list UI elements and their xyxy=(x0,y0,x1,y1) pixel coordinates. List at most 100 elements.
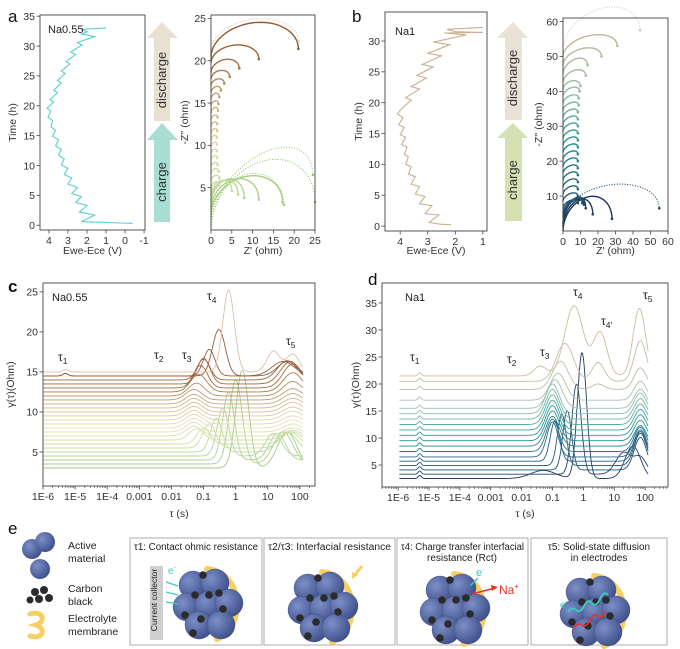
y-tick-label: 5 xyxy=(29,190,35,202)
drt-curve xyxy=(399,399,649,431)
plot-area xyxy=(210,17,317,231)
x-tick-label: 100 xyxy=(636,492,654,504)
legend-electrolyte-line2: membrane xyxy=(68,626,118,638)
nyquist-end-point xyxy=(576,166,580,170)
plot-area xyxy=(396,26,483,226)
nyquist-curve xyxy=(562,57,589,74)
carbon-black-particle xyxy=(606,612,614,620)
y-tick-label: 50 xyxy=(546,51,558,63)
panel-label-d: d xyxy=(368,270,377,289)
x-tick-label: 1 xyxy=(103,235,109,247)
nyquist-end-point xyxy=(215,136,219,140)
nyquist-end-point xyxy=(584,207,588,210)
nyquist-curve xyxy=(210,21,300,58)
x-tick-label: 1 xyxy=(580,492,586,504)
y-tick-label: 35 xyxy=(23,11,35,23)
nyquist-end-point xyxy=(638,28,642,32)
carbon-black-particle xyxy=(334,608,342,616)
x-axis-title: τ (s) xyxy=(515,508,534,520)
axes-frame xyxy=(210,14,316,231)
drt-curve xyxy=(43,372,304,393)
axes-frame xyxy=(42,282,316,487)
y-tick-label: 25 xyxy=(365,352,377,364)
y-tick-label: 20 xyxy=(365,379,377,391)
tau3-label-c: τ3 xyxy=(182,348,192,364)
nyquist-end-point xyxy=(215,149,219,153)
y-tick-label: 25 xyxy=(23,71,35,83)
panel-label-c: c xyxy=(8,277,17,296)
nyquist-end-point xyxy=(215,122,219,126)
carbon-black-particle xyxy=(444,620,452,628)
active-material-particle xyxy=(206,610,236,640)
drt-curve xyxy=(399,383,649,415)
carbon-black-particle xyxy=(191,591,199,599)
y-tick-label: 25 xyxy=(26,287,38,299)
tau1-label-d: τ1 xyxy=(410,350,420,366)
nyquist-end-point xyxy=(576,194,580,198)
nyquist-end-point xyxy=(228,75,232,79)
drt-curve xyxy=(399,383,649,475)
legend-carbon-line2: black xyxy=(68,596,93,608)
nyquist-curve xyxy=(210,174,220,181)
drt-curve xyxy=(43,413,304,425)
carbon-black-particle xyxy=(330,592,338,600)
nyquist-curve xyxy=(562,86,581,97)
drt-curve xyxy=(43,289,304,373)
carbon-black-particle xyxy=(436,634,444,642)
sodium-arrow-icon xyxy=(471,587,496,595)
x-tick-label: 0.01 xyxy=(511,492,532,504)
tau2-label-d: τ2 xyxy=(507,352,517,368)
sample-label: Na0.55 xyxy=(48,24,83,36)
nyquist-end-point xyxy=(576,201,580,205)
nyquist-curve xyxy=(210,175,284,215)
drt-curve xyxy=(399,379,649,409)
nyquist-curve xyxy=(210,106,219,114)
y-axis-title: -Z'' (ohm) xyxy=(179,100,191,144)
drt-curve xyxy=(399,420,649,462)
drt-curve xyxy=(43,428,304,441)
nyquist-end-point xyxy=(237,67,241,70)
charge-arrow-b: charge xyxy=(497,123,528,221)
plot-area xyxy=(43,289,304,469)
y-tick-label: 10 xyxy=(26,407,38,419)
carbon-black-particle xyxy=(189,629,197,637)
carbon-black-particle xyxy=(205,591,213,599)
tau3-label-d: τ3 xyxy=(540,345,550,361)
y-axis-title: γ(τ)(Ohm) xyxy=(350,362,362,408)
x-tick-label: 1E-5 xyxy=(418,492,440,504)
nyquist-curve xyxy=(562,157,579,167)
drt-curve xyxy=(399,340,649,382)
y-tick-label: 30 xyxy=(368,36,380,48)
x-tick-label: 2 xyxy=(452,236,458,248)
nyquist-curve xyxy=(562,33,618,57)
x-axis-title: Ewe-Ece (V) xyxy=(63,245,122,257)
box-title: τ5: Solid-state diffusion xyxy=(548,542,650,553)
nyquist-curve xyxy=(210,178,245,205)
drt-curve xyxy=(399,418,649,452)
drt-curve xyxy=(43,401,304,413)
y-tick-label: 5 xyxy=(374,190,380,202)
tau5-label-c: τ5 xyxy=(286,334,296,350)
x-tick-label: 1 xyxy=(233,491,239,503)
y-axis-title: Time (h) xyxy=(353,102,365,141)
y-tick-label: 30 xyxy=(23,41,35,53)
x-tick-label: 4 xyxy=(397,236,403,248)
drt-curve xyxy=(43,369,304,469)
x-tick-label: 1E-4 xyxy=(96,491,118,503)
nyquist-curve xyxy=(562,101,580,111)
nyquist-curve xyxy=(562,195,613,232)
sample-label: Na1 xyxy=(405,292,425,304)
nyquist-curve xyxy=(210,158,316,231)
schematic-box-tau23: τ2/τ3: Interfacial resistance xyxy=(263,537,396,646)
carbon-black-particle xyxy=(181,611,189,619)
nyquist-end-point xyxy=(576,138,580,142)
x-axis-title: Ewe-Ece (V) xyxy=(407,245,466,257)
drt-curve xyxy=(43,381,304,397)
tau4-label-d: τ4 xyxy=(573,285,583,301)
drt-curve xyxy=(43,417,304,429)
nyquist-curve xyxy=(562,69,587,83)
nyquist-curve xyxy=(210,178,260,210)
